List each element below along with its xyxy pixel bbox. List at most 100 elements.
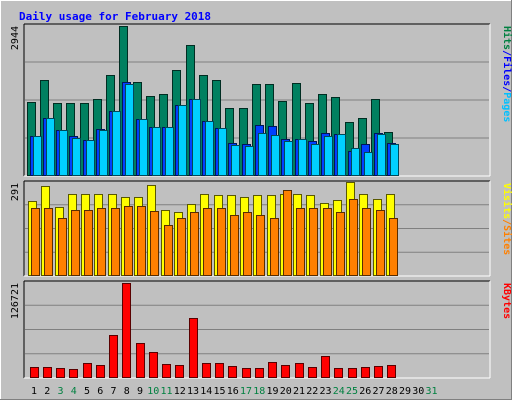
bar-kbytes-day-27 (374, 366, 383, 378)
bar-pages-day-21 (298, 139, 307, 176)
bar-pages-day-7 (112, 111, 121, 176)
bar-sites-day-12 (177, 218, 186, 276)
bar-kbytes-day-12 (175, 365, 184, 378)
bar-sites-day-19 (270, 218, 279, 276)
axis-label-sites-visits: Visits/Sites (501, 183, 512, 255)
axis-label-segment: / (501, 86, 512, 92)
bar-pages-day-12 (178, 105, 187, 176)
bar-pages-day-5 (86, 140, 95, 176)
bar-pages-day-19 (271, 135, 280, 176)
bar-kbytes-day-9 (136, 343, 145, 378)
x-tick-day-11: 11 (160, 386, 172, 397)
x-tick-day-6: 6 (97, 386, 103, 397)
bar-sites-day-20 (283, 190, 292, 276)
bar-sites-day-21 (296, 208, 305, 276)
x-tick-day-27: 27 (372, 386, 384, 397)
bar-kbytes-day-17 (242, 368, 251, 378)
axis-label-segment: Pages (501, 92, 512, 122)
bar-pages-day-24 (337, 134, 346, 176)
axis-label-segment: / (501, 50, 512, 56)
bar-pages-day-25 (351, 148, 360, 176)
x-tick-day-26: 26 (359, 386, 371, 397)
bar-pages-day-15 (218, 128, 227, 176)
axis-label-segment: KBytes (501, 283, 512, 319)
x-tick-day-7: 7 (110, 386, 116, 397)
bar-pages-day-14 (205, 121, 214, 176)
y-max-label: 2944 (10, 26, 21, 50)
bar-pages-day-10 (152, 127, 161, 176)
bar-pages-day-4 (72, 138, 81, 176)
bar-pages-day-22 (311, 144, 320, 176)
bar-sites-day-26 (362, 208, 371, 276)
bar-pages-day-2 (46, 118, 55, 176)
bar-sites-day-10 (150, 211, 159, 276)
bar-sites-day-27 (376, 210, 385, 276)
bar-sites-day-14 (203, 208, 212, 276)
x-tick-day-12: 12 (174, 386, 186, 397)
bar-kbytes-day-19 (268, 362, 277, 378)
bar-kbytes-day-6 (96, 365, 105, 378)
bar-kbytes-day-24 (334, 368, 343, 378)
x-tick-day-4: 4 (71, 386, 77, 397)
bar-kbytes-day-14 (202, 363, 211, 378)
bar-kbytes-day-25 (348, 368, 357, 378)
axis-label-pages-files-hits: Hits/Files/Pages (501, 26, 512, 122)
bar-sites-day-1 (31, 208, 40, 276)
bar-kbytes-day-13 (189, 318, 198, 378)
x-tick-day-10: 10 (147, 386, 159, 397)
bar-sites-day-17 (243, 212, 252, 276)
axis-label-segment: / (501, 219, 512, 225)
x-tick-day-1: 1 (31, 386, 37, 397)
bar-pages-day-27 (377, 134, 386, 176)
x-tick-day-29: 29 (399, 386, 411, 397)
x-tick-day-13: 13 (187, 386, 199, 397)
bar-kbytes-day-7 (109, 335, 118, 378)
axis-label-segment: Hits (501, 26, 512, 50)
bar-pages-day-13 (192, 99, 201, 176)
bar-kbytes-day-20 (281, 365, 290, 378)
bar-sites-day-3 (58, 218, 67, 276)
bar-sites-day-13 (190, 212, 199, 276)
x-tick-day-9: 9 (137, 386, 143, 397)
series-sites (31, 190, 398, 276)
x-tick-day-31: 31 (425, 386, 437, 397)
bar-kbytes-day-16 (228, 366, 237, 378)
bar-sites-day-16 (230, 215, 239, 276)
bar-sites-day-28 (389, 218, 398, 276)
bar-sites-day-6 (97, 208, 106, 276)
bar-sites-day-11 (164, 225, 173, 276)
x-tick-day-23: 23 (319, 386, 331, 397)
bar-kbytes-day-8 (122, 283, 131, 378)
bar-kbytes-day-10 (149, 352, 158, 378)
bar-sites-day-23 (323, 208, 332, 276)
bar-sites-day-7 (111, 208, 120, 276)
y-max-label: 291 (10, 183, 21, 201)
bar-sites-day-25 (349, 199, 358, 276)
x-tick-day-8: 8 (124, 386, 130, 397)
bar-sites-day-22 (309, 208, 318, 276)
bar-kbytes-day-3 (56, 368, 65, 378)
bar-sites-day-9 (137, 206, 146, 276)
bar-kbytes-day-5 (83, 363, 92, 378)
bar-pages-day-9 (139, 119, 148, 176)
bar-kbytes-day-2 (43, 367, 52, 378)
series-kbytes (30, 283, 396, 378)
bar-sites-day-24 (336, 212, 345, 276)
bar-pages-day-23 (324, 136, 333, 176)
bar-pages-day-28 (390, 144, 399, 176)
axis-label-segment: Visits (501, 183, 512, 219)
axis-label-segment: Files (501, 56, 512, 86)
panel-sites-visits: 291 Visits/Sites (10, 180, 512, 277)
bar-sites-day-2 (44, 208, 53, 276)
bar-sites-day-8 (124, 206, 133, 276)
x-tick-day-17: 17 (240, 386, 252, 397)
x-tick-day-15: 15 (213, 386, 225, 397)
x-tick-day-5: 5 (84, 386, 90, 397)
bar-pages-day-3 (59, 130, 68, 176)
bar-pages-day-26 (364, 152, 373, 176)
x-tick-day-20: 20 (280, 386, 292, 397)
bar-kbytes-day-26 (361, 367, 370, 378)
x-tick-day-28: 28 (386, 386, 398, 397)
